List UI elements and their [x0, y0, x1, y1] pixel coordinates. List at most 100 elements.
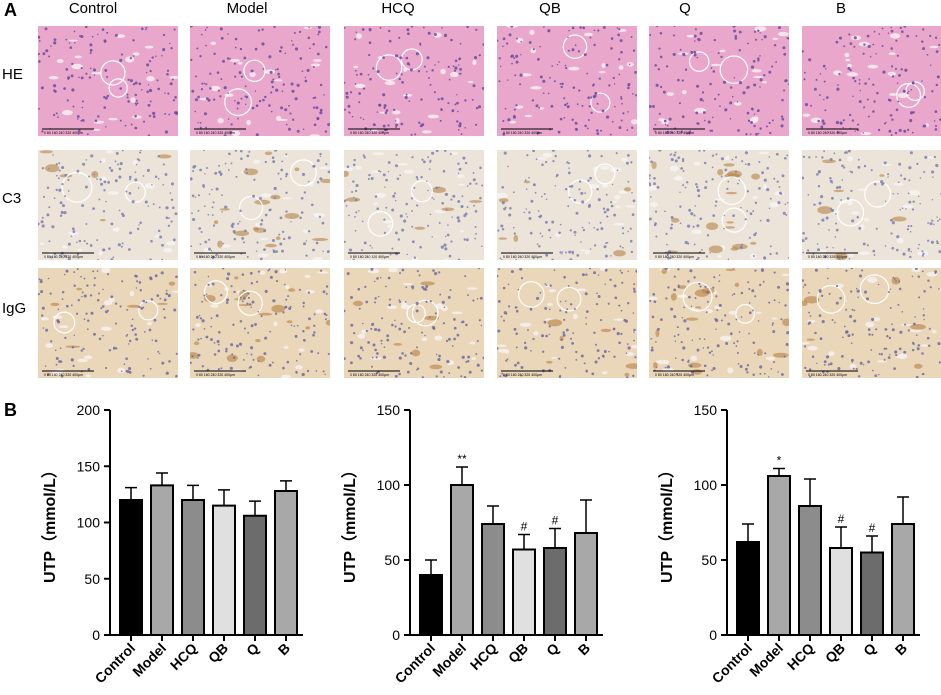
category-label: HCQ — [784, 640, 817, 673]
micrograph-he-model: 0 80 160 240 320 400μm — [190, 26, 330, 136]
bar-q — [543, 547, 567, 636]
bar-model — [450, 484, 474, 636]
micrograph-c3-b: 0 80 160 240 320 400μm — [802, 150, 941, 260]
micrograph-he-control: 0 80 160 240 320 400μm — [38, 26, 178, 136]
micrograph-he-q: 0 80 160 240 320 400μm — [649, 26, 789, 136]
significance-mark: # — [521, 520, 528, 534]
significance-mark: # — [869, 521, 876, 535]
row-label: C3 — [2, 190, 22, 207]
micrograph-c3-q: 0 80 160 240 320 400μm — [649, 150, 789, 260]
scale-bar-label: 0 80 160 240 320 400μm — [655, 255, 694, 259]
bar-q — [243, 514, 267, 636]
scale-bar-label: 0 80 160 240 320 400μm — [808, 373, 847, 377]
category-label: QB — [822, 640, 848, 666]
scale-bar-label: 0 80 160 240 320 400μm — [503, 131, 542, 135]
bar-qb — [212, 504, 236, 636]
category-label: QB — [505, 640, 531, 666]
significance-mark: * — [777, 454, 782, 468]
bar-q — [860, 551, 884, 636]
row-label: IgG — [2, 300, 27, 317]
column-label: Model — [226, 0, 268, 17]
scale-bar-label: 0 80 160 240 320 400μm — [44, 373, 83, 377]
scale-bar-label: 0 80 160 240 320 400μm — [196, 373, 235, 377]
scale-bar-label: 0 80 160 240 320 400μm — [350, 131, 389, 135]
bar-qb — [512, 548, 536, 636]
micrograph-c3-model: 0 80 160 240 320 400μm — [190, 150, 330, 260]
y-tick-label: 0 — [709, 627, 717, 643]
micrograph-igg-b: 0 80 160 240 320 400μm — [802, 268, 941, 378]
bar-qb — [829, 547, 853, 636]
bar-b — [274, 490, 298, 636]
y-tick-label: 100 — [377, 477, 401, 493]
y-tick-label: 150 — [694, 402, 718, 418]
column-label: B — [835, 0, 846, 17]
scale-bar-label: 0 80 160 240 320 400μm — [196, 255, 235, 259]
scale-bar-label: 0 80 160 240 320 400μm — [655, 131, 694, 135]
bar-b — [574, 532, 598, 636]
bar-hcq — [181, 499, 205, 636]
panel-a-letter: A — [4, 0, 17, 20]
y-tick-label: 50 — [84, 571, 100, 587]
column-label: Q — [679, 0, 691, 17]
bar-control — [736, 541, 760, 636]
bar-hcq — [798, 505, 822, 636]
category-label: QB — [205, 640, 231, 666]
y-axis-title: UTP（mmol/L） — [41, 462, 59, 583]
micrograph-c3-control: 0 80 160 240 320 400μm — [38, 150, 178, 260]
bar-hcq — [481, 523, 505, 636]
category-label: Model — [129, 640, 169, 680]
y-axis-title: UTP（mmol/L） — [341, 462, 359, 583]
scale-bar-label: 0 80 160 240 320 400μm — [44, 131, 83, 135]
scale-bar-label: 0 80 160 240 320 400μm — [503, 373, 542, 377]
column-label: QB — [539, 0, 561, 17]
category-label: Q — [243, 640, 262, 659]
row-label: HE — [2, 66, 23, 83]
bar-model — [767, 475, 791, 636]
category-label: Control — [92, 640, 139, 687]
category-label: HCQ — [167, 640, 200, 673]
significance-mark: # — [552, 514, 559, 528]
scale-bar-label: 0 80 160 240 320 400μm — [350, 373, 389, 377]
significance-mark: ** — [457, 452, 467, 466]
scale-bar-label: 0 80 160 240 320 400μm — [655, 373, 694, 377]
micrograph-igg-hcq: 0 80 160 240 320 400μm — [344, 268, 484, 378]
micrograph-igg-q: 0 80 160 240 320 400μm — [649, 268, 789, 378]
y-tick-label: 50 — [384, 552, 400, 568]
micrograph-igg-model: 0 80 160 240 320 400μm — [190, 268, 330, 378]
micrograph-c3-hcq: 0 80 160 240 320 400μm — [344, 150, 484, 260]
panel-b-letter: B — [4, 400, 17, 420]
y-tick-label: 100 — [694, 477, 718, 493]
scale-bar-label: 0 80 160 240 320 400μm — [196, 131, 235, 135]
bar-control — [119, 499, 143, 636]
category-label: Q — [543, 640, 562, 659]
scale-bar-label: 0 80 160 240 320 400μm — [44, 255, 83, 259]
scale-bar-label: 0 80 160 240 320 400μm — [808, 255, 847, 259]
scale-bar-label: 0 80 160 240 320 400μm — [808, 131, 847, 135]
y-tick-label: 150 — [377, 402, 401, 418]
category-label: Control — [709, 640, 756, 687]
bar-model — [150, 484, 174, 636]
y-tick-label: 0 — [392, 627, 400, 643]
scale-bar-label: 0 80 160 240 320 400μm — [350, 255, 389, 259]
column-label: Control — [68, 0, 118, 17]
y-tick-label: 50 — [701, 552, 717, 568]
category-label: Model — [429, 640, 469, 680]
bar-b — [891, 523, 915, 636]
y-tick-label: 100 — [77, 515, 101, 531]
micrograph-he-qb: 0 80 160 240 320 400μm — [497, 26, 637, 136]
category-label: Model — [746, 640, 786, 680]
y-tick-label: 0 — [92, 627, 100, 643]
category-label: Control — [392, 640, 439, 687]
y-axis-title: UTP（mmol/L） — [658, 462, 676, 583]
bar-control — [419, 574, 443, 636]
category-label: B — [892, 640, 910, 658]
micrograph-c3-qb: 0 80 160 240 320 400μm — [497, 150, 637, 260]
micrograph-he-b: 0 80 160 240 320 400μm — [802, 26, 941, 136]
column-label: HCQ — [381, 0, 415, 17]
micrograph-he-hcq: 0 80 160 240 320 400μm — [344, 26, 484, 136]
category-label: B — [275, 640, 293, 658]
category-label: Q — [860, 640, 879, 659]
y-tick-label: 200 — [77, 402, 101, 418]
scale-bar-label: 0 80 160 240 320 400μm — [503, 255, 542, 259]
